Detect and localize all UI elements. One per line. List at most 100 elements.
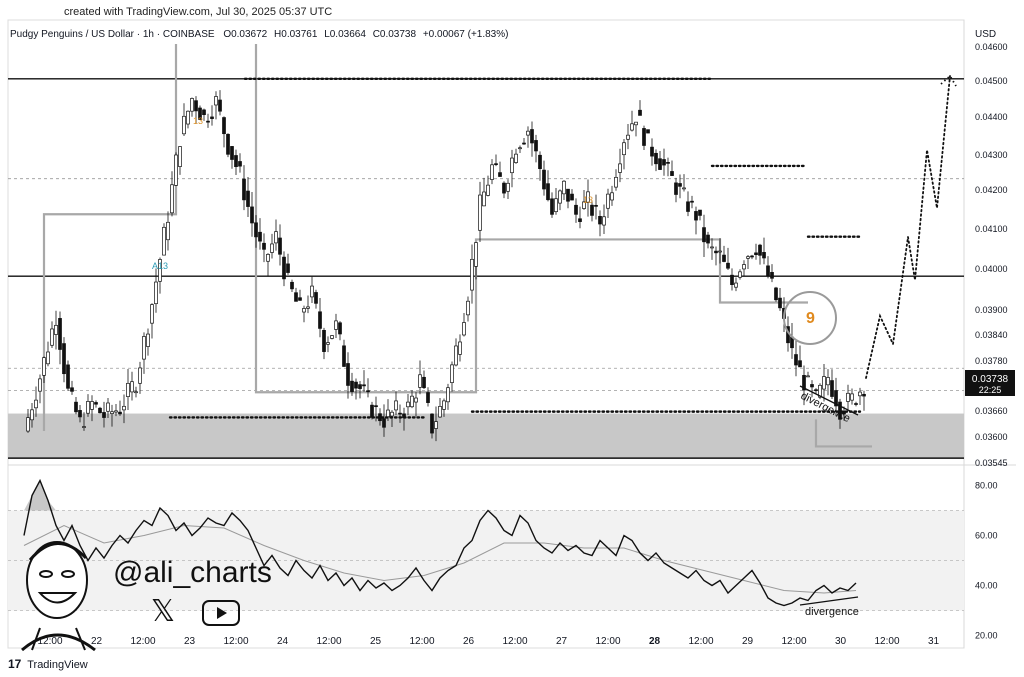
candle xyxy=(630,110,634,132)
candle xyxy=(794,341,798,377)
candle xyxy=(734,277,738,292)
candle xyxy=(442,398,446,417)
candle xyxy=(218,90,222,116)
candle xyxy=(294,287,298,302)
candle xyxy=(758,243,762,265)
x-logo-icon[interactable]: 𝕏 xyxy=(150,595,176,628)
candle xyxy=(102,401,106,428)
candle xyxy=(134,386,138,398)
x-tick-label: 24 xyxy=(277,636,289,647)
rsi-y-tick-label: 20.00 xyxy=(975,631,998,641)
price-divergence-line xyxy=(799,385,859,416)
y-tick-label: 0.03660 xyxy=(975,406,1008,416)
candle xyxy=(706,231,710,249)
candle xyxy=(54,310,58,350)
candle xyxy=(822,364,826,402)
candle xyxy=(98,406,102,414)
candle xyxy=(130,371,134,401)
candle xyxy=(486,175,490,197)
x-tick-label: 12:00 xyxy=(409,636,434,647)
youtube-play-icon[interactable] xyxy=(202,600,240,626)
x-tick-label: 30 xyxy=(835,636,847,647)
rsi-y-tick-label: 80.00 xyxy=(975,481,998,491)
candle xyxy=(322,327,326,360)
candle xyxy=(790,323,794,359)
candle xyxy=(202,108,206,121)
candle xyxy=(386,399,390,421)
candle xyxy=(414,392,418,417)
candle xyxy=(674,177,678,203)
candle xyxy=(586,179,590,217)
candle xyxy=(310,276,314,304)
td-sequential-label: 13 xyxy=(583,195,593,205)
candle xyxy=(618,148,622,183)
candle xyxy=(138,361,142,394)
candle xyxy=(518,145,522,154)
candle xyxy=(770,264,774,283)
y-tick-label: 0.04300 xyxy=(975,150,1008,160)
candle xyxy=(650,138,654,166)
candle xyxy=(66,360,70,391)
candle xyxy=(546,170,550,202)
candle xyxy=(710,238,714,260)
candle xyxy=(858,387,862,405)
candle xyxy=(106,397,110,419)
candle xyxy=(50,321,54,349)
candle xyxy=(146,328,150,356)
candle xyxy=(382,404,386,437)
candle xyxy=(634,121,638,137)
candle xyxy=(278,224,282,266)
candle xyxy=(814,388,818,394)
candle xyxy=(254,215,258,248)
candle xyxy=(514,148,518,164)
candle xyxy=(606,188,610,219)
candle xyxy=(574,198,578,223)
candle xyxy=(394,391,398,416)
candle xyxy=(754,243,758,260)
candle xyxy=(342,339,346,367)
candle xyxy=(662,148,666,176)
candle xyxy=(550,192,554,218)
candle xyxy=(474,242,478,280)
candle xyxy=(274,219,278,251)
x-tick-label: 23 xyxy=(184,636,196,647)
x-tick-label: 12:00 xyxy=(223,636,248,647)
candle xyxy=(42,356,46,384)
candle xyxy=(582,190,586,210)
price-tag: 0.03738 22:25 xyxy=(965,370,1015,396)
candle xyxy=(690,195,694,209)
candle xyxy=(846,384,850,410)
x-tick-label: 27 xyxy=(556,636,568,647)
price-tag-value: 0.03738 xyxy=(972,374,1009,385)
candle xyxy=(694,206,698,235)
candle xyxy=(182,103,186,137)
candle xyxy=(358,381,362,399)
candle xyxy=(262,233,266,263)
candle xyxy=(462,312,466,337)
candle xyxy=(410,390,414,409)
candle xyxy=(194,96,198,124)
range-box-left xyxy=(42,44,178,431)
rsi-divergence-line xyxy=(799,596,859,606)
y-tick-label: 0.03780 xyxy=(975,356,1008,366)
candle xyxy=(766,256,770,279)
candle xyxy=(178,146,182,175)
candle xyxy=(370,401,374,420)
candle xyxy=(482,177,486,207)
candle xyxy=(626,123,630,150)
ohlc-high: H0.03761 xyxy=(274,29,318,40)
candle xyxy=(530,121,534,157)
candle xyxy=(242,165,246,211)
candle xyxy=(434,406,438,442)
candle xyxy=(566,188,570,209)
candle xyxy=(366,378,370,398)
candle xyxy=(490,159,494,185)
candle xyxy=(186,110,190,129)
x-tick-label: 12:00 xyxy=(37,636,62,647)
candle xyxy=(426,387,430,407)
candle xyxy=(346,352,350,399)
candle xyxy=(350,372,354,396)
avatar-caricature xyxy=(21,541,96,652)
candle xyxy=(250,191,254,237)
